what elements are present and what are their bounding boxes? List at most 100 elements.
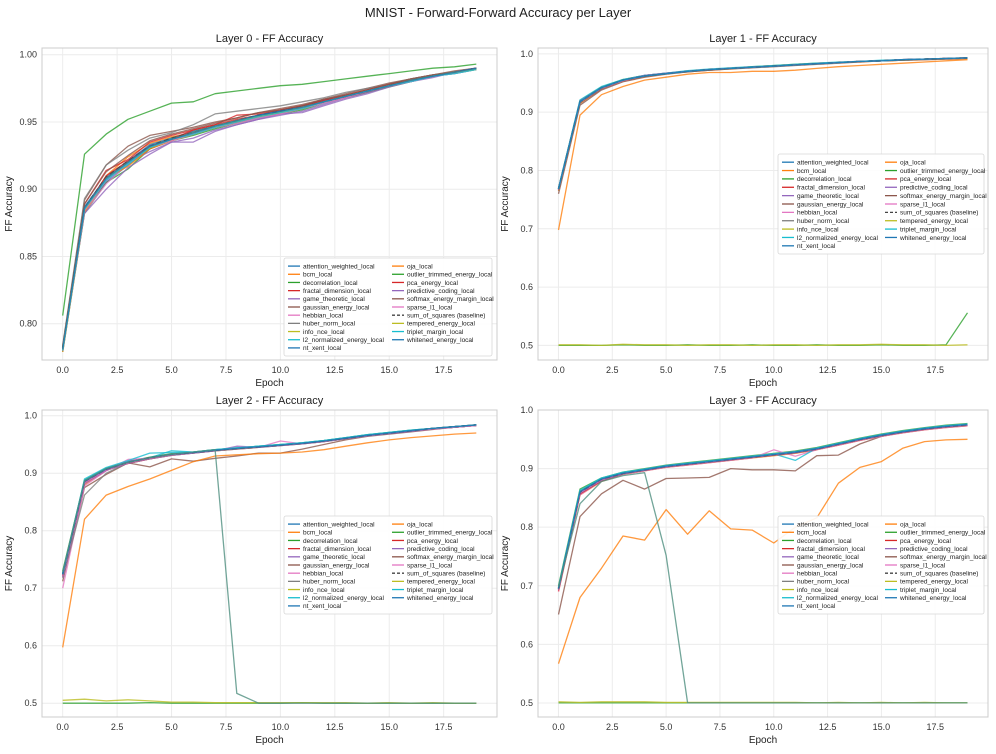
legend-label: l2_normalized_energy_local — [303, 595, 384, 602]
legend-label: gaussian_energy_local — [797, 201, 864, 208]
y-tick-label: 1.0 — [24, 411, 37, 421]
chart-panel-3: 0.0 2.5 5.0 7.5 10.0 12.5 15.0 17.5 0.5 0.6 0.7 0.8… — [500, 395, 989, 746]
legend-label: outlier_trimmed_energy_local — [900, 168, 986, 175]
x-tick-label: 10.0 — [272, 722, 290, 732]
x-tick-label: 10.0 — [272, 365, 290, 375]
y-axis-label: FF Accuracy — [500, 176, 511, 232]
y-tick-label: 0.5 — [520, 698, 533, 708]
x-tick-label: 17.5 — [926, 365, 944, 375]
legend-label: fractal_dimension_local — [797, 546, 865, 553]
legend-label: pca_energy_local — [407, 280, 459, 287]
legend: attention_weighted_local bcm_localdecorre… — [777, 515, 987, 615]
legend: attention_weighted_local bcm_localdecorre… — [777, 153, 987, 255]
legend-label: triplet_margin_local — [407, 329, 464, 336]
x-tick-label: 5.0 — [165, 365, 178, 375]
legend-label: attention_weighted_local — [797, 521, 869, 528]
legend-label: game_theoretic_local — [303, 554, 365, 561]
x-tick-label: 7.5 — [220, 365, 233, 375]
legend-label: sum_of_squares (baseline) — [407, 312, 485, 319]
plot-frame — [41, 47, 498, 361]
y-tick-label: 0.80 — [19, 319, 37, 329]
x-tick-label: 2.5 — [111, 722, 124, 732]
legend-label: nt_xent_local — [797, 243, 836, 250]
legend-label: oja_local — [900, 521, 926, 528]
legend-label: triplet_margin_local — [900, 587, 957, 594]
plot-frame — [41, 409, 498, 718]
series-line-unlabeled — [62, 449, 477, 704]
series-group — [61, 63, 477, 353]
legend-label: nt_xent_local — [303, 603, 342, 610]
y-tick-label: 0.5 — [520, 340, 533, 350]
plot-frame — [537, 409, 989, 718]
x-tick-label: 17.5 — [926, 722, 944, 732]
legend-label: nt_xent_local — [303, 345, 342, 352]
x-tick-label: 5.0 — [660, 365, 673, 375]
x-tick-label: 17.5 — [435, 722, 453, 732]
y-tick-label: 1.0 — [520, 405, 533, 415]
x-tick-label: 15.0 — [873, 722, 891, 732]
legend-label: gaussian_energy_local — [303, 304, 370, 311]
series-group — [61, 424, 477, 704]
legend-label: whitened_energy_local — [406, 337, 474, 344]
legend-label: oja_local — [900, 159, 926, 166]
x-tick-label: 10.0 — [765, 722, 783, 732]
legend-label: game_theoretic_local — [303, 296, 365, 303]
x-tick-label: 2.5 — [606, 365, 619, 375]
x-tick-label: 2.5 — [606, 722, 619, 732]
chart-title: Layer 2 - FF Accuracy — [216, 395, 324, 407]
legend-label: attention_weighted_local — [303, 521, 375, 528]
y-tick-label: 0.85 — [19, 251, 37, 261]
legend: attention_weighted_local bcm_localdecorre… — [283, 515, 494, 615]
legend-label: huber_norm_local — [303, 579, 356, 586]
legend-label: huber_norm_local — [797, 579, 850, 586]
x-axis-label: Epoch — [255, 378, 283, 389]
legend-label: tempered_energy_local — [407, 579, 475, 586]
legend-label: outlier_trimmed_energy_local — [407, 530, 493, 537]
y-tick-label: 0.8 — [520, 522, 533, 532]
y-tick-label: 0.7 — [24, 583, 37, 593]
y-tick-label: 0.90 — [19, 184, 37, 194]
legend-label: tempered_energy_local — [900, 579, 968, 586]
x-axis-label: Epoch — [749, 735, 777, 746]
legend-label: softmax_energy_margin_local — [900, 193, 987, 200]
legend-label: sparse_l1_local — [900, 201, 946, 208]
y-axis-label: FF Accuracy — [4, 176, 15, 232]
y-tick-label: 0.6 — [520, 639, 533, 649]
x-tick-label: 15.0 — [873, 365, 891, 375]
series-line-whitened_energy_local — [62, 67, 477, 350]
legend-label: predictive_coding_local — [407, 288, 475, 295]
legend-label: predictive_coding_local — [900, 185, 968, 192]
y-tick-label: 0.9 — [520, 107, 533, 117]
legend-label: softmax_energy_margin_local — [900, 554, 987, 561]
x-tick-label: 0.0 — [56, 365, 69, 375]
series-line-tempered_energy_local — [558, 343, 968, 347]
series-group — [557, 57, 969, 347]
legend-label: predictive_coding_local — [900, 546, 968, 553]
x-tick-label: 7.5 — [714, 722, 727, 732]
x-tick-label: 12.5 — [326, 722, 344, 732]
x-axis-label: Epoch — [749, 378, 777, 389]
legend-label: tempered_energy_local — [407, 321, 475, 328]
plot-frame — [537, 47, 989, 361]
legend-label: sum_of_squares (baseline) — [407, 570, 485, 577]
legend-label: info_nce_local — [797, 226, 839, 233]
legend-label: game_theoretic_local — [797, 193, 859, 200]
legend-label: bcm_local — [303, 272, 333, 279]
legend-label: triplet_margin_local — [900, 226, 957, 233]
y-axis-label: FF Accuracy — [4, 536, 15, 592]
y-tick-label: 0.7 — [520, 581, 533, 591]
legend-label: oja_local — [407, 521, 433, 528]
x-axis-label: Epoch — [255, 735, 283, 746]
legend-label: game_theoretic_local — [797, 554, 859, 561]
legend-label: decorrelation_local — [303, 538, 358, 545]
x-tick-label: 0.0 — [552, 365, 565, 375]
legend-label: outlier_trimmed_energy_local — [407, 272, 493, 279]
legend-label: nt_xent_local — [797, 603, 836, 610]
series-line-outlier_trimmed_energy_local — [62, 63, 477, 316]
legend-label: bcm_local — [797, 168, 827, 175]
x-tick-label: 7.5 — [714, 365, 727, 375]
legend-label: hebbian_local — [797, 210, 838, 217]
chart-panel-1: 0.0 2.5 5.0 7.5 10.0 12.5 15.0 17.5 0.5 0.6 0.7 0.8… — [500, 33, 989, 389]
